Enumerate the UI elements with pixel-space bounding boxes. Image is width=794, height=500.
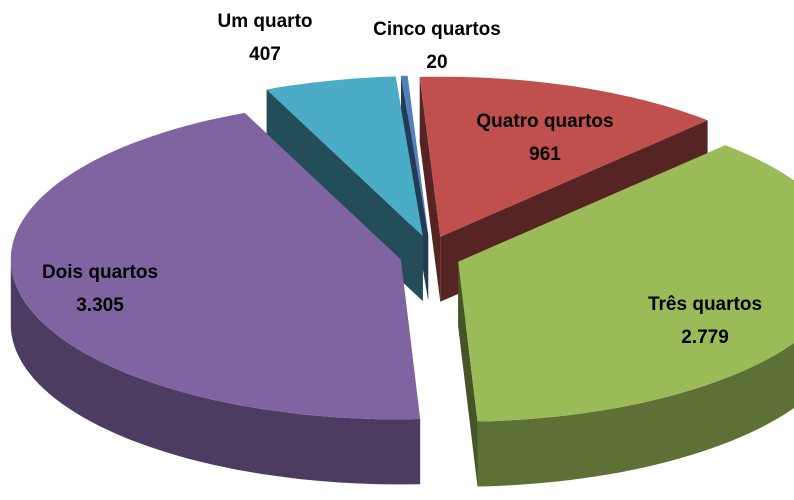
slice	[266, 76, 423, 237]
slice-side	[477, 343, 794, 487]
slice-value: 961	[529, 144, 561, 165]
slice-label: Um quarto	[218, 11, 313, 32]
slice	[419, 76, 708, 237]
slice	[458, 145, 794, 422]
slice-label: Três quartos	[648, 294, 762, 315]
slice-value: 20	[426, 52, 447, 73]
slice-wall	[458, 261, 478, 487]
slice-value: 407	[249, 44, 281, 65]
slice-label: Dois quartos	[42, 262, 158, 283]
slice-value: 3.305	[76, 295, 124, 316]
slice	[10, 112, 421, 420]
slice-wall	[419, 76, 441, 302]
slice-label: Quatro quartos	[476, 111, 613, 132]
slice-label: Cinco quartos	[373, 19, 501, 40]
slice-value: 2.779	[681, 327, 729, 348]
slice	[401, 75, 429, 236]
slice-side	[10, 259, 421, 485]
